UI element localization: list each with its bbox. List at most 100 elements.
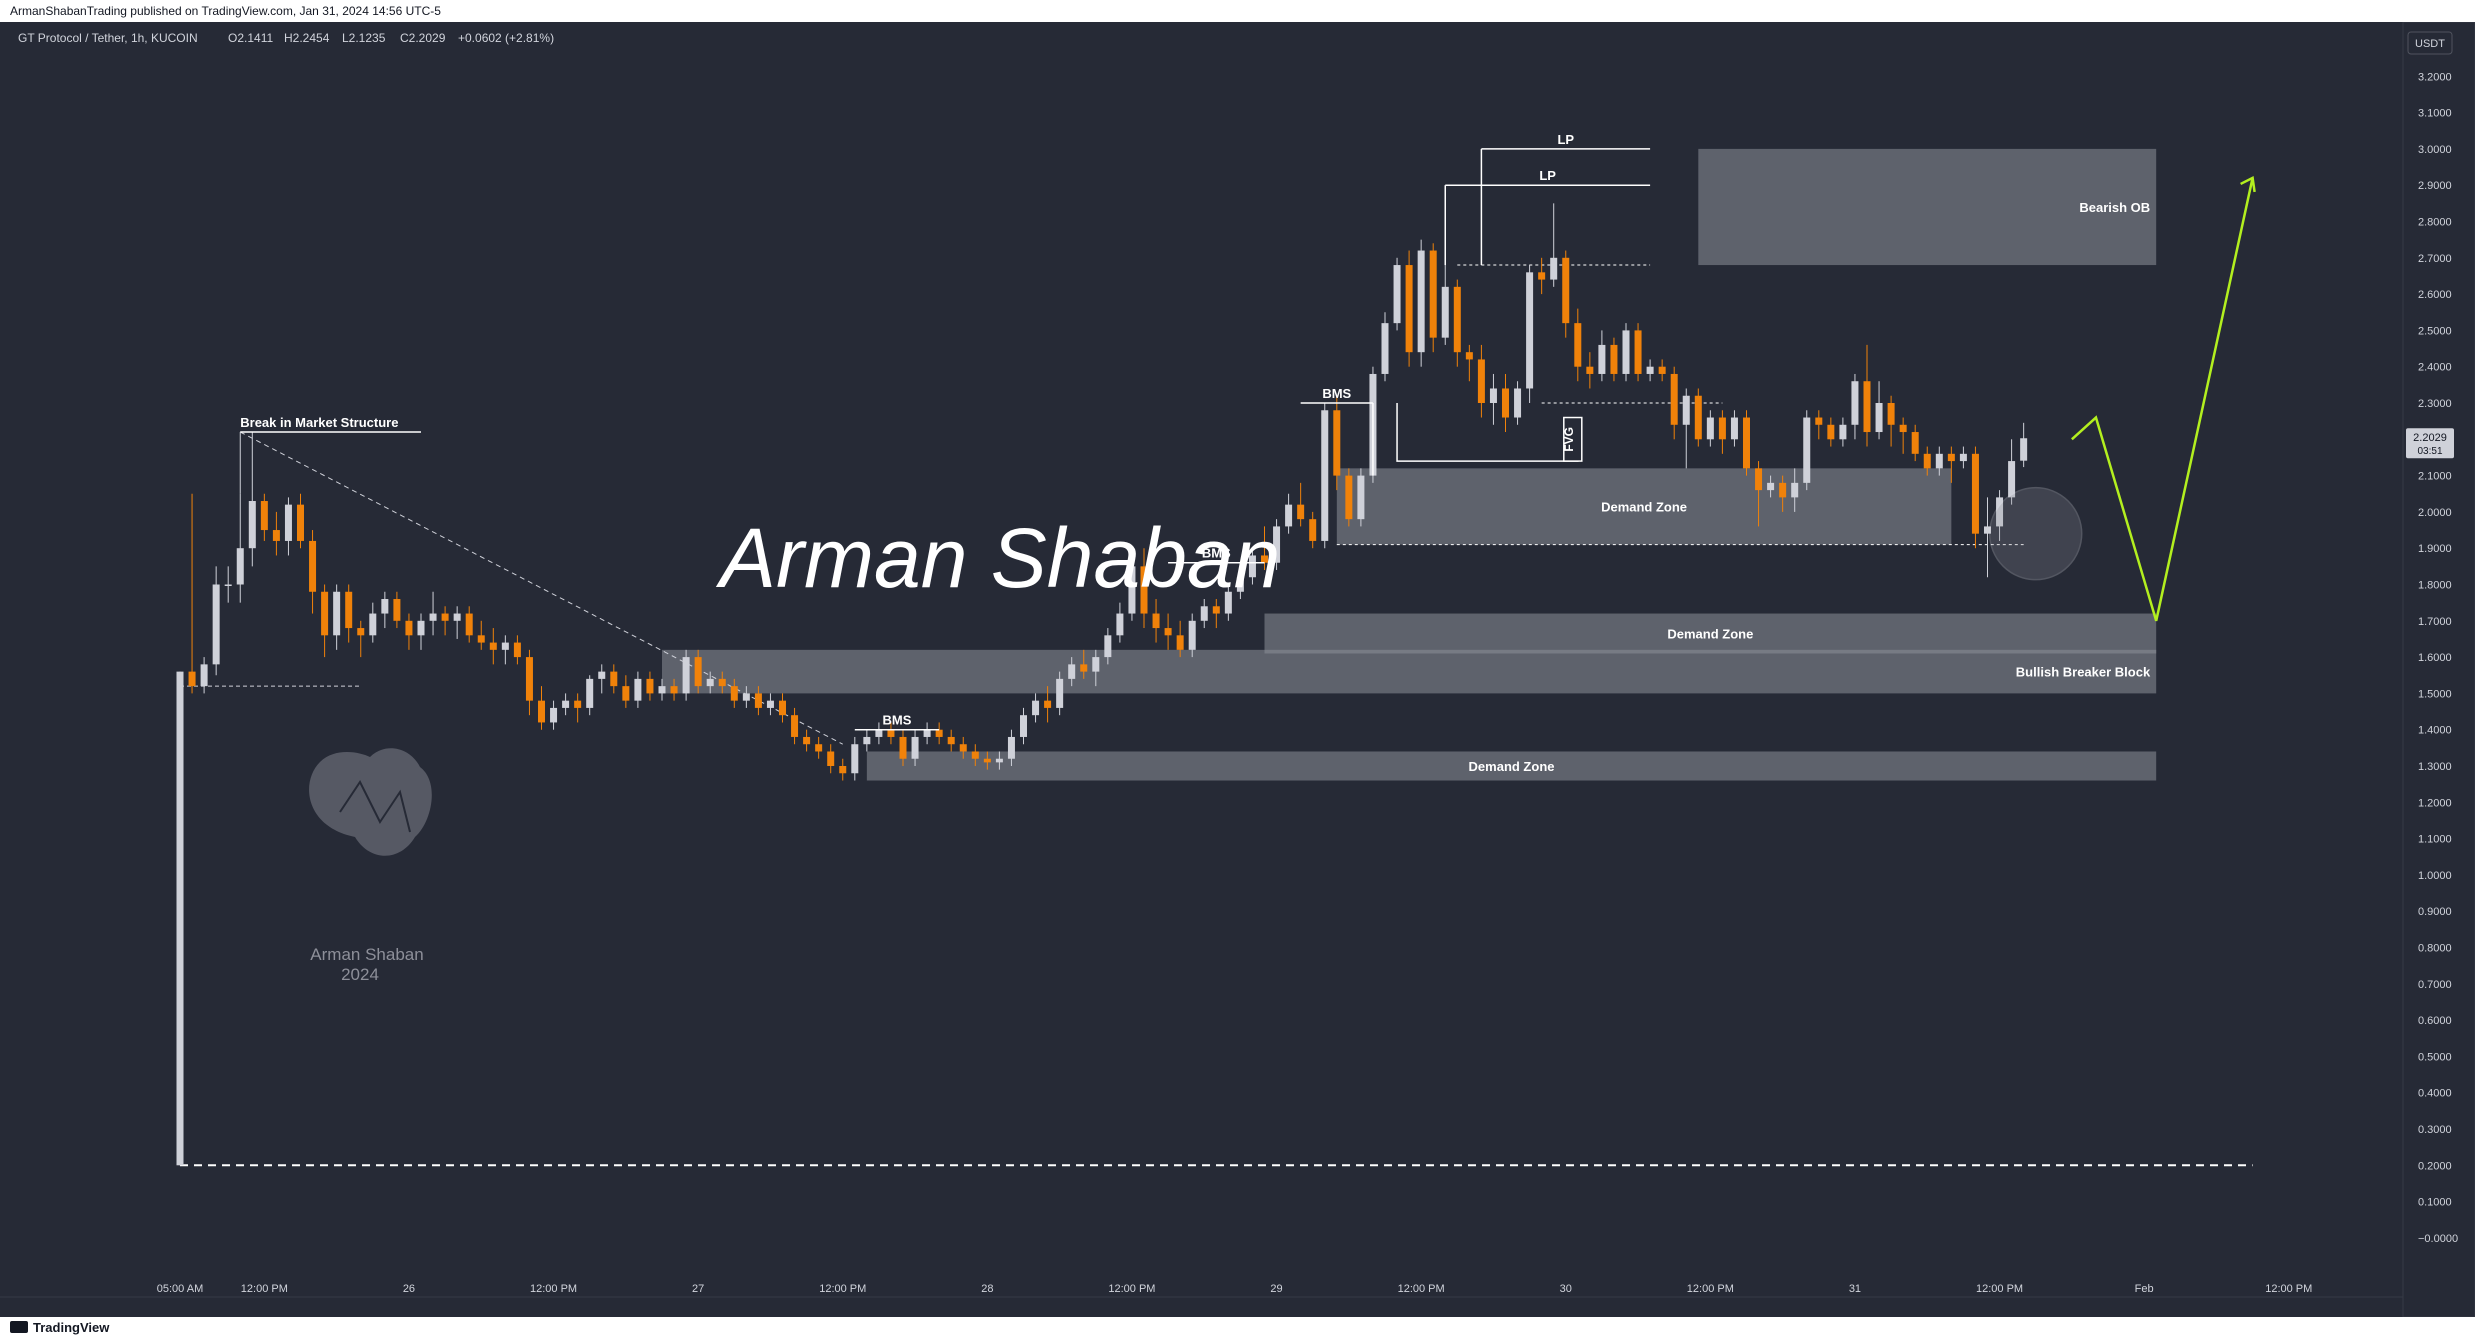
candle-body-6	[248, 501, 256, 549]
ohlc-open: O2.1411	[228, 31, 273, 45]
candle-body-19	[405, 620, 413, 636]
candle-body-4	[224, 584, 232, 586]
candle-body-87	[1224, 591, 1232, 614]
zone-label-4: Demand Zone	[1469, 759, 1555, 774]
candle-body-73	[1056, 678, 1064, 708]
candle-body-65	[959, 744, 967, 752]
y-tick-4: 2.8000	[2418, 217, 2452, 229]
price-axis-panel	[2402, 21, 2475, 1318]
candle-body-129	[1730, 417, 1738, 440]
footer-bar: TradingView	[0, 1317, 2475, 1339]
candle-body-120	[1622, 330, 1630, 374]
x-tick-6: 28	[981, 1283, 993, 1295]
last-price-label: 2.2029	[2413, 432, 2447, 444]
chart-area[interactable]: Bearish OB Demand Zone Demand Zone Bullish …	[0, 21, 2475, 1318]
y-tick-30: 0.2000	[2418, 1160, 2452, 1172]
candle-body-18	[393, 599, 401, 621]
logo-year: 2024	[341, 965, 379, 984]
y-tick-20: 1.2000	[2418, 797, 2452, 809]
x-tick-13: 12:00 PM	[1976, 1283, 2023, 1295]
annotation-label-4: LP	[1557, 132, 1574, 147]
candle-body-60	[899, 736, 907, 759]
time-axis: 05:00 AM 12:00 PM 26 12:00 PM 27 12:00 PM 28 12…	[157, 1283, 2313, 1295]
publisher-text: ArmanShabanTrading published on TradingV…	[10, 4, 441, 18]
candle-body-22	[441, 613, 449, 621]
candle-body-117	[1586, 366, 1594, 374]
candle-body-12	[321, 591, 329, 636]
y-tick-5: 2.7000	[2418, 253, 2452, 265]
last-price-badge	[2406, 428, 2454, 459]
candle-body-103	[1417, 250, 1425, 353]
candlestick-chart[interactable]: Bearish OB Demand Zone Demand Zone Bullish …	[0, 21, 2475, 1318]
x-tick-14: Feb	[2135, 1283, 2154, 1295]
candle-body-95	[1321, 410, 1329, 541]
candle-body-7	[260, 501, 268, 531]
zones-layer: Bearish OB Demand Zone Demand Zone Bullish …	[662, 148, 2157, 781]
candle-body-147	[1947, 453, 1955, 462]
y-tick-28: 0.4000	[2418, 1088, 2452, 1100]
y-tick-1: 3.1000	[2418, 108, 2452, 120]
candle-body-86	[1212, 606, 1220, 614]
candle-body-78	[1116, 613, 1124, 636]
candle-body-109	[1489, 388, 1497, 403]
candle-body-32	[562, 700, 570, 708]
candle-body-48	[754, 693, 762, 708]
candle-body-71	[1032, 700, 1040, 716]
y-tick-18: 1.4000	[2418, 725, 2452, 737]
y-tick-21: 1.1000	[2418, 834, 2452, 846]
tv-wordmark: TradingView	[33, 1320, 110, 1335]
currency-button[interactable]	[2407, 31, 2453, 55]
candle-body-38	[634, 678, 642, 701]
candle-body-42	[682, 657, 690, 694]
brain-logo: Arman Shaban 2024	[309, 748, 432, 984]
candle-body-9	[284, 504, 292, 541]
candle-body-66	[971, 751, 979, 759]
candle-body-146	[1935, 453, 1943, 469]
candle-body-58	[875, 729, 883, 737]
candle-body-110	[1502, 388, 1509, 418]
candle-body-106	[1453, 286, 1461, 353]
candle-body-36	[610, 671, 618, 687]
ohlc-change: +0.0602 (+2.81%)	[458, 31, 554, 45]
candle-body-40	[658, 686, 666, 694]
x-tick-3: 12:00 PM	[530, 1283, 577, 1295]
candle-body-54	[827, 751, 835, 766]
y-tick-11: 2.1000	[2418, 471, 2452, 483]
tv-icon	[10, 1321, 28, 1333]
annotation-label-3: BMS	[1322, 386, 1351, 401]
x-tick-15: 12:00 PM	[2265, 1283, 2312, 1295]
y-tick-17: 1.5000	[2418, 688, 2452, 700]
candle-body-35	[598, 671, 606, 679]
candle-body-152	[2008, 461, 2016, 498]
candle-body-69	[1007, 736, 1015, 759]
candle-body-53	[815, 744, 823, 752]
candle-body-3	[212, 584, 220, 665]
signature-watermark: Arman Shaban	[715, 511, 1280, 605]
candle-body-88	[1236, 577, 1244, 592]
candle-body-13	[333, 591, 341, 636]
candle-body-138	[1839, 424, 1847, 440]
annotation-label-2: BMS	[1202, 546, 1231, 561]
ohlc-high: H2.2454	[284, 31, 330, 45]
y-tick-7: 2.5000	[2418, 325, 2452, 337]
publisher-bar: ArmanShabanTrading published on TradingV…	[0, 0, 2475, 22]
candle-body-44	[706, 678, 714, 687]
tradingview-logo[interactable]: TradingView	[10, 1320, 109, 1335]
candle-body-83	[1176, 635, 1184, 650]
candle-body-113	[1538, 272, 1546, 280]
candle-body-148	[1959, 453, 1967, 462]
candle-body-149	[1971, 453, 1979, 534]
fvg-box	[1563, 416, 1583, 462]
y-tick-14: 1.8000	[2418, 580, 2452, 592]
candle-body-77	[1104, 635, 1112, 658]
candle-body-0	[176, 671, 184, 1166]
x-tick-2: 26	[403, 1283, 415, 1295]
candle-body-94	[1309, 519, 1317, 541]
candle-body-130	[1743, 417, 1750, 469]
candle-body-128	[1718, 417, 1726, 440]
candle-body-41	[670, 686, 678, 694]
annotation-labels-layer: Break in Market Structure BMS BMS BMS LP LP FV…	[239, 132, 2083, 731]
forecast-layer	[2071, 176, 2256, 622]
candle-body-61	[911, 736, 919, 759]
y-tick-15: 1.7000	[2418, 616, 2452, 628]
